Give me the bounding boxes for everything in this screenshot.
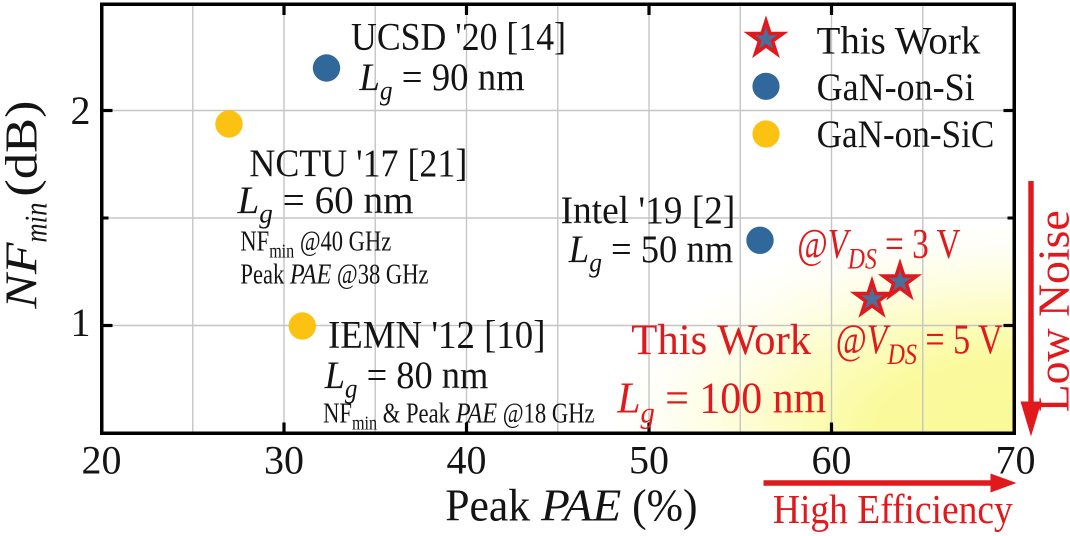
svg-text:min: min (352, 413, 377, 435)
svg-text:IEMN '12 [10]: IEMN '12 [10] (328, 313, 546, 356)
svg-text:Peak: Peak (445, 481, 541, 531)
svg-text:L: L (568, 228, 589, 271)
svg-text:NF: NF (0, 242, 47, 310)
svg-text:@: @ (797, 222, 828, 268)
svg-text:min: min (269, 240, 294, 262)
svg-text:GaN-on-SiC: GaN-on-SiC (817, 113, 995, 156)
svg-text:@40 GHz: @40 GHz (294, 226, 391, 257)
svg-text:GaN-on-Si: GaN-on-Si (817, 66, 975, 109)
svg-text:Peak: Peak (240, 259, 290, 290)
svg-text:@: @ (836, 318, 867, 364)
svg-text:(%): (%) (621, 481, 697, 531)
svg-text:UCSD '20 [14]: UCSD '20 [14] (351, 16, 566, 59)
svg-text:This Work: This Work (631, 317, 811, 364)
svg-text:PAE: PAE (455, 399, 497, 430)
svg-text:DS: DS (887, 338, 917, 371)
svg-text:= 3 V: = 3 V (877, 222, 961, 268)
svg-text:20: 20 (82, 438, 122, 483)
svg-text:This Work: This Work (817, 19, 981, 62)
svg-text:PAE: PAE (540, 481, 621, 531)
svg-text:DS: DS (847, 243, 877, 276)
svg-text:2: 2 (71, 88, 91, 133)
svg-text:L: L (236, 179, 259, 222)
svg-text:& Peak: & Peak (377, 399, 456, 430)
svg-text:L: L (324, 354, 345, 397)
svg-text:Low Noise: Low Noise (1030, 210, 1070, 412)
svg-text:30: 30 (264, 438, 304, 483)
svg-text:V: V (867, 318, 891, 364)
svg-text:= 100 nm: = 100 nm (655, 373, 826, 422)
svg-text:= 5 V: = 5 V (917, 318, 1003, 364)
svg-text:g: g (345, 374, 358, 404)
svg-text:min: min (18, 203, 54, 243)
svg-text:60: 60 (812, 438, 852, 483)
svg-text:@18 GHz: @18 GHz (497, 399, 594, 430)
svg-text:= 90 nm: = 90 nm (393, 56, 525, 99)
svg-text:Intel '19 [2]: Intel '19 [2] (561, 189, 736, 232)
svg-text:= 60 nm: = 60 nm (273, 179, 414, 222)
svg-text:70: 70 (996, 438, 1036, 483)
svg-text:(dB): (dB) (0, 101, 47, 197)
svg-text:40: 40 (447, 438, 487, 483)
svg-text:L: L (358, 56, 379, 99)
svg-text:= 50 nm: = 50 nm (602, 228, 734, 271)
svg-text:V: V (828, 222, 852, 268)
svg-text:g: g (259, 199, 273, 229)
svg-text:1: 1 (71, 300, 91, 345)
svg-text:NCTU '17 [21]: NCTU '17 [21] (249, 142, 467, 185)
svg-text:50: 50 (629, 438, 669, 483)
svg-text:g: g (380, 76, 393, 106)
svg-text:NF: NF (240, 226, 269, 257)
svg-text:g: g (589, 248, 602, 278)
svg-text:L: L (616, 373, 640, 422)
svg-text:NF: NF (323, 399, 352, 430)
svg-text:g: g (641, 396, 655, 429)
svg-text:= 80 nm: = 80 nm (358, 354, 489, 397)
svg-text:PAE: PAE (289, 259, 331, 290)
svg-text:@38 GHz: @38 GHz (331, 259, 428, 290)
svg-text:High Efficiency: High Efficiency (773, 486, 1013, 532)
